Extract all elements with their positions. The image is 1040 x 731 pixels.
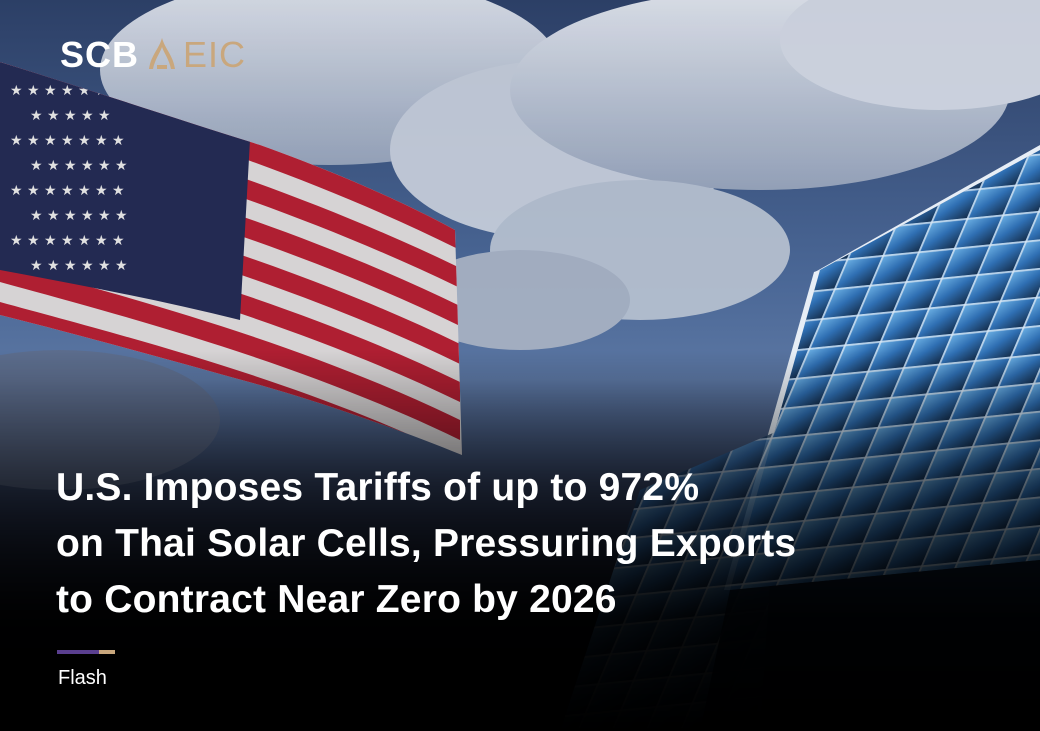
- svg-text:★ ★ ★ ★ ★ ★: ★ ★ ★ ★ ★ ★: [30, 208, 128, 224]
- svg-text:★ ★ ★ ★ ★ ★: ★ ★ ★ ★ ★ ★: [30, 158, 128, 174]
- headline-line-2: on Thai Solar Cells, Pressuring Exports: [56, 522, 797, 565]
- svg-text:★ ★ ★ ★ ★: ★ ★ ★ ★ ★: [30, 108, 111, 124]
- svg-text:★ ★ ★ ★ ★ ★ ★: ★ ★ ★ ★ ★ ★ ★: [10, 133, 125, 149]
- temple-roof-icon: [149, 38, 176, 69]
- headline-line-1: U.S. Imposes Tariffs of up to 972%: [56, 466, 700, 509]
- category-tag: Flash: [58, 667, 107, 689]
- logo-scb-text: SCB: [60, 34, 140, 75]
- accent-purple-bar: [57, 650, 99, 654]
- bottom-gradient-overlay: [0, 351, 1040, 731]
- headline-line-3: to Contract Near Zero by 2026: [56, 578, 617, 621]
- svg-text:★ ★ ★ ★ ★ ★ ★: ★ ★ ★ ★ ★ ★ ★: [10, 233, 125, 249]
- svg-text:★ ★ ★ ★ ★ ★: ★ ★ ★ ★ ★ ★: [30, 258, 128, 274]
- logo-eic-text: EIC: [183, 34, 247, 75]
- accent-gold-bar: [99, 650, 115, 654]
- headline: U.S. Imposes Tariffs of up to 972% on Th…: [56, 460, 956, 628]
- scb-eic-logo: SCB EIC: [60, 34, 246, 76]
- accent-divider: [57, 650, 115, 654]
- svg-text:★ ★ ★ ★ ★ ★ ★: ★ ★ ★ ★ ★ ★ ★: [10, 183, 125, 199]
